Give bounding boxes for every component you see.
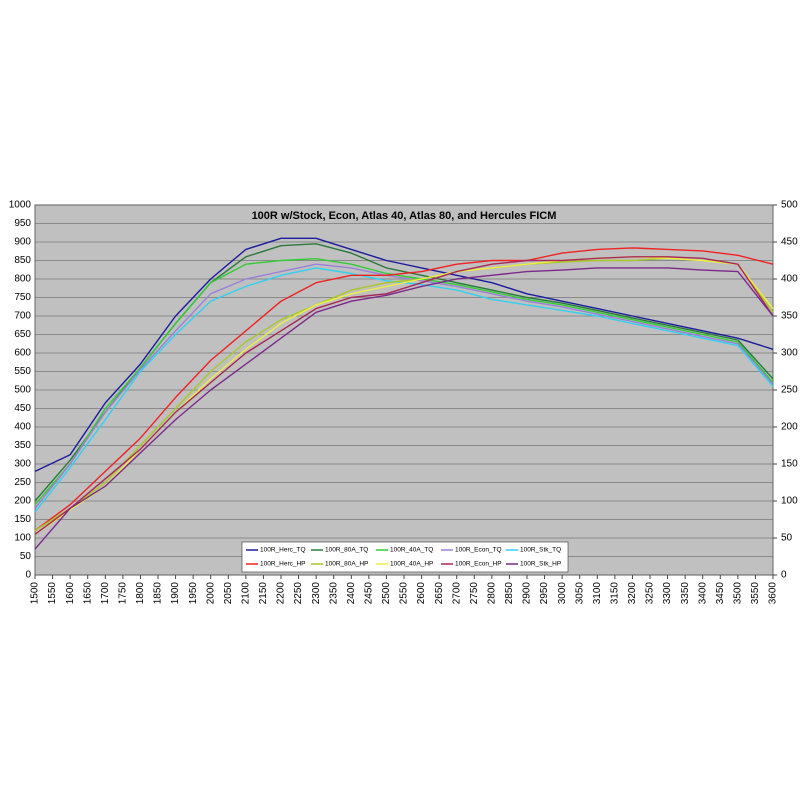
x-tick-label: 3200 [627, 582, 638, 605]
x-tick-label: 2500 [381, 582, 392, 605]
legend-label: 100R_Econ_TQ [455, 547, 502, 554]
x-tick-label: 2750 [469, 582, 480, 605]
x-tick-label: 2600 [416, 582, 427, 605]
x-tick-label: 3350 [680, 582, 691, 605]
y-tick-label: 950 [14, 218, 31, 229]
legend-label: 100R_Econ_HP [455, 561, 502, 568]
y-tick-label: 900 [14, 237, 31, 248]
series-line [34, 256, 774, 535]
y-tick-label: 250 [14, 477, 31, 488]
y-tick-label: 700 [14, 311, 31, 322]
y-tick-label: 550 [14, 366, 31, 377]
series-line [34, 237, 774, 473]
x-tick-label: 1950 [188, 582, 199, 605]
x-tick-label: 3600 [768, 582, 779, 605]
x-tick-label: 2000 [205, 582, 216, 605]
x-tick-label: 1600 [65, 582, 76, 605]
x-tick-label: 1500 [30, 582, 41, 605]
series-line [34, 257, 774, 532]
x-tick-label: 2800 [486, 582, 497, 605]
x-tick-label: 1850 [153, 582, 164, 605]
x-tick-label: 3250 [645, 582, 656, 605]
y2-tick-label: 200 [781, 422, 798, 433]
y-tick-label: 650 [14, 329, 31, 340]
y2-tick-label: 0 [781, 570, 787, 581]
y-tick-label: 50 [20, 551, 32, 562]
y2-tick-label: 450 [781, 237, 798, 248]
y2-tick-label: 250 [781, 385, 798, 396]
series-line [34, 267, 774, 550]
y-tick-label: 350 [14, 440, 31, 451]
x-tick-label: 1800 [135, 582, 146, 605]
y2-tick-label: 500 [781, 200, 798, 211]
y-tick-label: 100 [14, 533, 31, 544]
x-tick-label: 2550 [399, 582, 410, 605]
y-tick-label: 1000 [9, 200, 32, 211]
y-tick-label: 500 [14, 385, 31, 396]
series-line [34, 263, 774, 509]
x-tick-label: 2850 [504, 582, 515, 605]
y-tick-label: 800 [14, 274, 31, 285]
y-tick-label: 850 [14, 255, 31, 266]
x-tick-label: 2100 [240, 582, 251, 605]
x-tick-label: 3550 [750, 582, 761, 605]
x-tick-label: 2250 [293, 582, 304, 605]
x-tick-label: 2300 [311, 582, 322, 605]
x-tick-label: 2650 [434, 582, 445, 605]
x-tick-label: 2050 [223, 582, 234, 605]
y2-tick-label: 100 [781, 496, 798, 507]
x-tick-label: 2900 [522, 582, 533, 605]
legend-label: 100R_40A_TQ [390, 547, 433, 554]
x-tick-label: 2700 [451, 582, 462, 605]
y-tick-label: 0 [25, 570, 31, 581]
y2-tick-label: 300 [781, 348, 798, 359]
x-tick-label: 2200 [276, 582, 287, 605]
legend: 100R_Herc_TQ 100R_80A_TQ 100R_40A_TQ 100R_E… [241, 541, 569, 573]
legend-box [241, 541, 569, 573]
y-tick-label: 400 [14, 422, 31, 433]
y2-tick-label: 150 [781, 459, 798, 470]
y2-tick-label: 400 [781, 274, 798, 285]
legend-label: 100R_Herc_HP [260, 561, 306, 568]
x-tick-label: 3300 [662, 582, 673, 605]
y-tick-label: 750 [14, 292, 31, 303]
series-line [34, 258, 774, 506]
x-tick-label: 2150 [258, 582, 269, 605]
y2-tick-label: 350 [781, 311, 798, 322]
x-tick-label: 3450 [715, 582, 726, 605]
y-tick-label: 450 [14, 403, 31, 414]
x-tick-label: 3000 [557, 582, 568, 605]
x-tick-label: 1650 [82, 582, 93, 605]
y-tick-label: 150 [14, 514, 31, 525]
x-tick-label: 2350 [328, 582, 339, 605]
legend-label: 100R_80A_HP [325, 561, 368, 568]
x-tick-label: 2400 [346, 582, 357, 605]
legend-label: 100R_Stk_TQ [520, 547, 561, 554]
legend-label: 100R_Herc_TQ [260, 547, 306, 554]
legend-label: 100R_40A_HP [390, 561, 433, 568]
y-tick-label: 600 [14, 348, 31, 359]
y2-tick-label: 50 [781, 533, 793, 544]
x-tick-label: 2450 [363, 582, 374, 605]
series-line [34, 247, 774, 532]
y-tick-label: 200 [14, 496, 31, 507]
x-tick-label: 3400 [697, 582, 708, 605]
legend-label: 100R_Stk_HP [520, 561, 561, 568]
x-tick-label: 2950 [539, 582, 550, 605]
x-tick-label: 3050 [574, 582, 585, 605]
x-tick-label: 3150 [609, 582, 620, 605]
x-tick-label: 1700 [100, 582, 111, 605]
x-tick-label: 1750 [117, 582, 128, 605]
x-tick-label: 3100 [592, 582, 603, 605]
chart-title: 100R w/Stock, Econ, Atlas 40, Atlas 80, … [252, 210, 557, 222]
x-tick-label: 1550 [47, 582, 58, 605]
x-tick-label: 3500 [732, 582, 743, 605]
legend-label: 100R_80A_TQ [325, 547, 368, 554]
x-tick-label: 1900 [170, 582, 181, 605]
y-tick-label: 300 [14, 459, 31, 470]
